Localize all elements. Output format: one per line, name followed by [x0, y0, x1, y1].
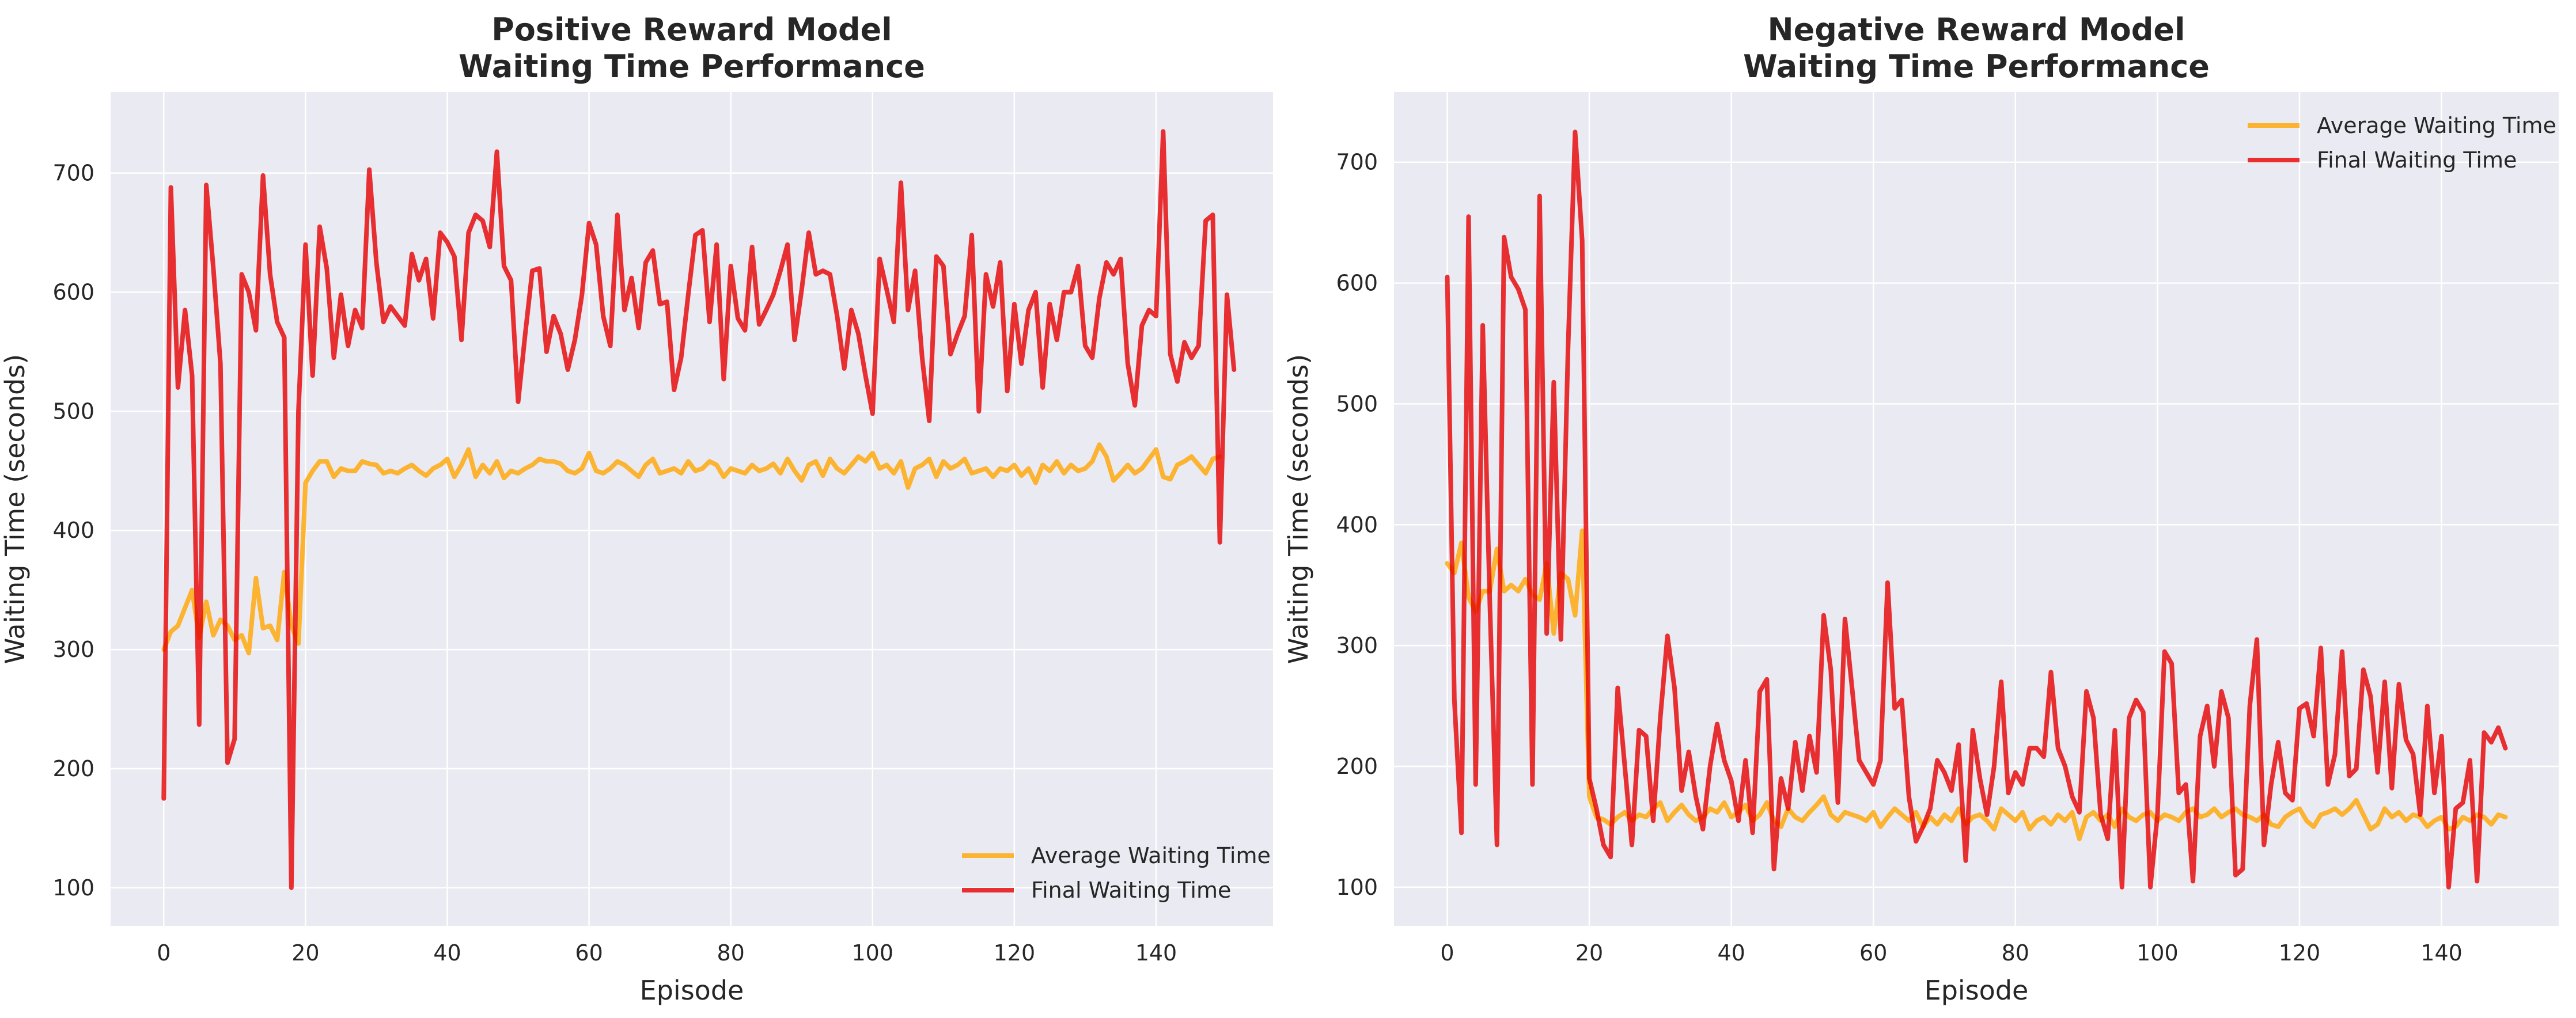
series-line-final-waiting-time	[161, 129, 1237, 890]
y-tick-label: 500	[52, 398, 94, 424]
x-tick-label: 40	[1717, 940, 1745, 966]
y-tick-label: 700	[52, 161, 94, 186]
x-axis-label: Episode	[1925, 975, 2029, 1006]
x-tick-label: 140	[1135, 940, 1177, 966]
x-tick-label: 120	[2279, 940, 2321, 966]
x-tick-label: 120	[994, 940, 1036, 966]
y-tick-label: 200	[52, 756, 94, 781]
y-tick-label: 600	[52, 280, 94, 305]
x-tick-label: 80	[717, 940, 744, 966]
y-tick-label: 400	[1336, 512, 1378, 537]
grid-lines	[1394, 92, 2559, 926]
grid-lines	[111, 92, 1273, 926]
x-tick-label: 40	[433, 940, 461, 966]
x-axis-label: Episode	[640, 975, 744, 1006]
chart-title: Waiting Time Performance	[459, 48, 925, 85]
series-line-average-waiting-time	[161, 442, 1222, 656]
y-tick-label: 300	[52, 637, 94, 662]
y-tick-label: 400	[52, 518, 94, 543]
series-line-average-waiting-time	[1445, 528, 2508, 841]
x-tick-label: 100	[852, 940, 894, 966]
x-tick-label: 0	[157, 940, 171, 966]
series-line-final-waiting-time	[1445, 130, 2508, 890]
y-tick-label: 700	[1336, 150, 1378, 175]
chart-title: Positive Reward Model	[491, 12, 892, 48]
positive-reward-model-panel: 0 20 40 60 80 100 120 140 100 200 300 400 500 600 700 P…	[0, 12, 1273, 1006]
y-tick-label: 100	[52, 875, 94, 901]
legend: Average Waiting Time Final Waiting Time	[2248, 113, 2556, 173]
chart-title: Negative Reward Model	[1767, 12, 2185, 48]
legend-label: Average Waiting Time	[2317, 113, 2556, 138]
x-tick-label: 20	[1575, 940, 1603, 966]
y-axis-label: Waiting Time (seconds)	[1283, 354, 1314, 664]
plot-area	[1394, 92, 2559, 926]
x-tick-label: 60	[575, 940, 603, 966]
y-tick-label: 100	[1336, 875, 1378, 900]
y-axis-label: Waiting Time (seconds)	[0, 354, 31, 664]
legend-label: Final Waiting Time	[2317, 147, 2517, 173]
legend-label: Average Waiting Time	[1031, 843, 1271, 868]
x-tick-label: 20	[291, 940, 319, 966]
x-tick-label: 140	[2420, 940, 2463, 966]
x-tick-label: 60	[1859, 940, 1887, 966]
negative-reward-model-panel: 0 20 40 60 80 100 120 140 100 200 300 400 500 600 700 N…	[1283, 12, 2559, 1006]
chart-title: Waiting Time Performance	[1743, 48, 2210, 85]
x-tick-label: 100	[2136, 940, 2179, 966]
y-tick-label: 200	[1336, 754, 1378, 779]
x-tick-label: 0	[1440, 940, 1454, 966]
legend: Average Waiting Time Final Waiting Time	[962, 843, 1271, 903]
y-tick-label: 300	[1336, 633, 1378, 658]
y-tick-label: 500	[1336, 391, 1378, 416]
y-tick-label: 600	[1336, 271, 1378, 296]
x-tick-label: 80	[2002, 940, 2029, 966]
legend-label: Final Waiting Time	[1031, 878, 1231, 903]
